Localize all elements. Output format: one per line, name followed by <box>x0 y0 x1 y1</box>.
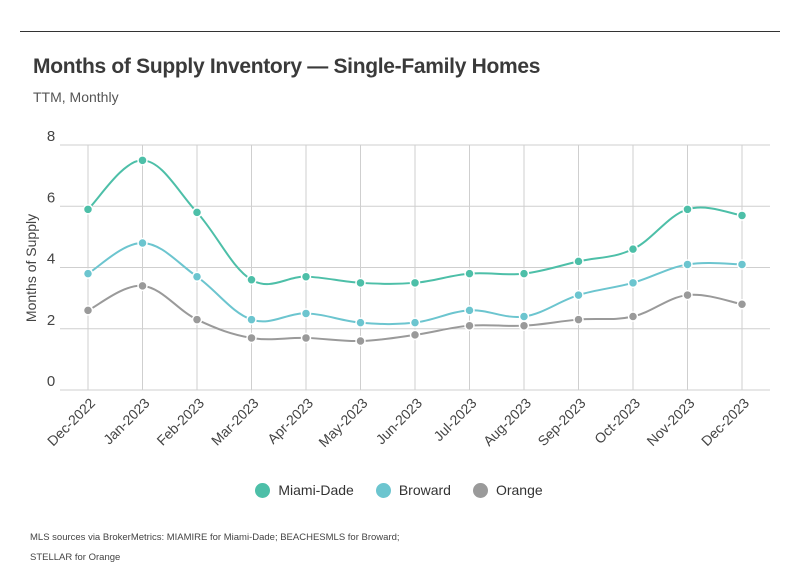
data-point-orange <box>82 305 94 316</box>
data-point-broward <box>736 259 748 270</box>
x-tick-label: Jun-2023 <box>373 395 426 448</box>
data-point-miami-dade <box>518 268 530 279</box>
data-point-miami-dade <box>627 243 639 255</box>
data-point-broward <box>191 271 203 282</box>
source-note: MLS sources via BrokerMetrics: MIAMIRE f… <box>30 528 400 568</box>
data-point-miami-dade <box>82 204 94 215</box>
data-point-broward <box>518 311 530 322</box>
y-tick-label: 0 <box>47 373 55 390</box>
chart-title: Months of Supply Inventory — Single-Fami… <box>33 55 541 78</box>
data-point-miami-dade <box>355 277 366 289</box>
legend: Miami-Dade Broward Orange <box>0 482 798 498</box>
legend-marker-orange <box>472 482 488 498</box>
x-tick-label: Dec-2023 <box>698 395 752 449</box>
source-line-1: MLS sources via BrokerMetrics: MIAMIRE f… <box>30 532 400 543</box>
y-tick-label: 2 <box>47 312 55 329</box>
x-tick-label: Jul-2023 <box>430 395 479 444</box>
data-point-broward <box>464 305 475 316</box>
series-orange <box>82 280 748 347</box>
data-point-orange <box>355 335 366 347</box>
data-point-broward <box>82 268 94 279</box>
x-tick-label: Nov-2023 <box>643 395 697 449</box>
y-axis-label: Months of Supply <box>23 214 39 322</box>
data-point-orange <box>191 314 203 325</box>
data-point-orange <box>518 320 530 331</box>
data-point-broward <box>627 277 639 289</box>
x-tick-label: Jan-2023 <box>100 395 153 448</box>
y-axis-ticks: 0 2 4 6 8 <box>47 128 55 390</box>
data-point-orange <box>736 299 748 310</box>
data-point-broward <box>300 308 312 319</box>
data-point-broward <box>355 317 366 328</box>
series-broward <box>82 237 748 328</box>
x-tick-label: Feb-2023 <box>153 395 207 449</box>
data-point-miami-dade <box>573 256 584 267</box>
x-tick-label: Oct-2023 <box>591 395 643 447</box>
x-tick-label: Aug-2023 <box>480 395 534 449</box>
data-point-orange <box>409 329 421 341</box>
y-tick-label: 4 <box>47 251 55 268</box>
top-rule <box>20 31 780 32</box>
data-point-miami-dade <box>682 204 693 215</box>
data-point-miami-dade <box>137 155 148 166</box>
legend-item-miami-dade: Miami-Dade <box>255 482 354 498</box>
legend-label: Orange <box>495 482 543 498</box>
grid <box>60 144 770 391</box>
legend-marker-broward <box>375 482 391 498</box>
data-point-orange <box>464 320 475 331</box>
data-point-miami-dade <box>300 271 312 282</box>
legend-item-orange: Orange <box>472 482 543 498</box>
data-point-miami-dade <box>191 207 203 218</box>
x-tick-label: Mar-2023 <box>208 395 262 449</box>
legend-label: Miami-Dade <box>278 482 354 498</box>
data-point-miami-dade <box>246 274 257 285</box>
data-point-orange <box>246 332 257 344</box>
data-point-orange <box>682 289 693 301</box>
x-tick-label: May-2023 <box>315 395 370 450</box>
data-point-broward <box>137 237 148 249</box>
series <box>82 155 748 347</box>
data-point-broward <box>246 314 257 325</box>
data-point-orange <box>627 311 639 322</box>
source-line-2: STELLAR for Orange <box>30 552 121 563</box>
data-point-orange <box>573 314 584 325</box>
x-tick-label: Sep-2023 <box>534 395 588 449</box>
legend-marker-miami-dade <box>255 482 271 498</box>
data-point-broward <box>682 259 693 270</box>
data-point-broward <box>573 289 584 301</box>
data-point-miami-dade <box>464 268 475 279</box>
legend-item-broward: Broward <box>375 482 451 498</box>
data-point-broward <box>409 317 421 328</box>
x-axis-ticks: Dec-2022 Jan-2023 Feb-2023 Mar-2023 Apr-2023… <box>44 395 752 450</box>
data-point-orange <box>300 332 312 344</box>
x-tick-label: Dec-2022 <box>44 395 98 449</box>
legend-label: Broward <box>398 482 451 498</box>
x-tick-label: Apr-2023 <box>264 395 316 447</box>
chart-subtitle: TTM, Monthly <box>33 89 119 105</box>
data-point-miami-dade <box>409 277 421 289</box>
data-point-orange <box>137 280 148 292</box>
y-tick-label: 8 <box>47 128 55 145</box>
data-point-miami-dade <box>736 210 748 221</box>
series-miami-dade <box>82 155 748 289</box>
y-tick-label: 6 <box>47 189 55 206</box>
